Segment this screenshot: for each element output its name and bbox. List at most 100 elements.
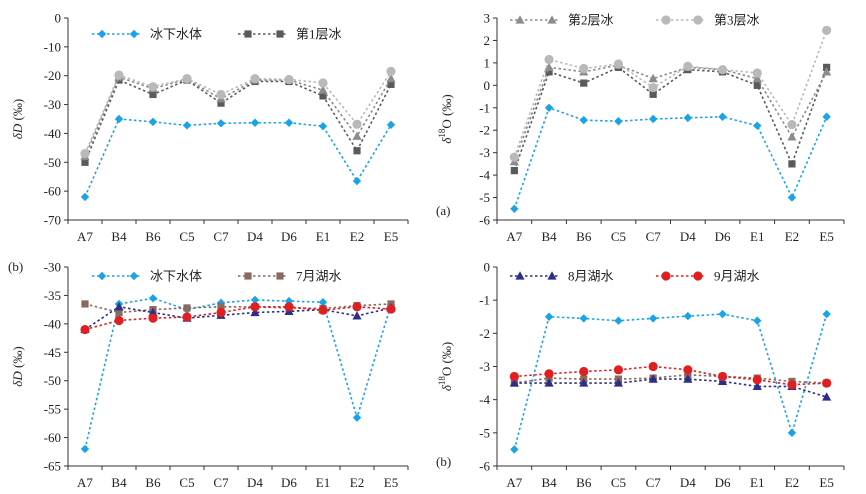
y-tick-label: 2: [484, 33, 491, 48]
data-point: [509, 371, 519, 382]
y-tick-label: -65: [44, 459, 61, 474]
y-tick-label: -35: [44, 288, 61, 303]
y-tick-label: -2: [479, 123, 490, 138]
data-point: [752, 381, 762, 390]
data-point: [148, 82, 158, 92]
x-tick-label: D4: [247, 229, 263, 244]
chart-panel-lower-left: -30 -35 -40 -45 -50 -55 -60 -65 A7 B4 B6 C5 C7 D4 D6 E1…: [8, 259, 409, 490]
x-tick-label: E2: [350, 475, 364, 490]
data-point: [250, 74, 260, 84]
y-tick-label: -6: [479, 459, 490, 474]
legend-label: 8月湖水: [568, 269, 614, 284]
y-tick-label: 0: [55, 11, 62, 26]
y-tick-label: -1: [479, 293, 490, 308]
x-tick-label: E2: [785, 475, 799, 490]
data-point: [787, 193, 797, 202]
chart-panel-upper-right: 3 2 1 0 -1 -2 -3 -4 -5 -6 A7 B4 B6 C5 C7 D4 D6 E1 E2 E5 δ18O…: [436, 11, 845, 244]
y-tick-label: -20: [44, 68, 61, 83]
data-point: [81, 300, 89, 308]
y-tick-label: -6: [479, 213, 490, 228]
data-point: [614, 117, 623, 126]
data-point: [648, 82, 658, 93]
y-tick-label: -55: [44, 402, 61, 417]
y-tick-label: -40: [44, 316, 61, 331]
y-tick-label: -45: [44, 345, 61, 360]
data-point: [787, 428, 797, 438]
chart-panel-lower-right: 0 -1 -2 -3 -4 -5 -6 A7 B4 B6 C5 C7 D4 D6 E1 E2 E5 δ18O (‰…: [436, 260, 845, 490]
y-tick-label: -4: [479, 392, 490, 407]
data-point: [822, 309, 831, 319]
y-axis-title-main: δD: [10, 371, 25, 387]
legend-label: 第3层冰: [714, 13, 760, 28]
y-axis-title: δ18O (‰): [437, 94, 454, 143]
y-tick-label: -10: [44, 39, 61, 54]
data-point: [509, 152, 519, 162]
data-point: [80, 192, 90, 202]
data-point: [318, 298, 328, 307]
x-tick-label: B6: [145, 475, 161, 490]
x-tick-label: C7: [213, 229, 229, 244]
y-axis-title-unit: (‰): [10, 99, 25, 124]
y-tick-label: -50: [44, 373, 61, 388]
legend-marker: [693, 15, 703, 25]
y-tick-label: -50: [44, 155, 61, 170]
data-point: [544, 312, 554, 321]
data-point: [216, 307, 226, 318]
data-point: [545, 68, 553, 76]
data-point: [614, 316, 623, 325]
series-line: [84, 78, 392, 163]
series-line: [513, 313, 828, 450]
data-point: [353, 147, 361, 155]
data-point: [648, 114, 658, 124]
series-line: [514, 373, 827, 384]
data-point: [753, 81, 761, 89]
panel-tag: (b): [8, 259, 23, 274]
data-point: [114, 302, 124, 311]
x-tick-label: C5: [179, 229, 194, 244]
y-tick-label: -5: [479, 425, 490, 440]
data-point: [648, 314, 658, 323]
data-point: [352, 176, 362, 186]
x-tick-label: E1: [750, 475, 764, 490]
data-point: [752, 375, 762, 385]
data-point: [386, 73, 396, 83]
x-tick-label: A7: [77, 475, 93, 490]
data-point: [250, 295, 260, 305]
data-point: [717, 371, 728, 382]
panel-tag: (b): [436, 454, 451, 469]
data-point: [717, 65, 728, 75]
data-point: [250, 118, 260, 127]
data-point: [318, 78, 328, 88]
data-point: [648, 361, 658, 372]
data-point: [182, 74, 192, 84]
data-point: [284, 302, 294, 312]
x-tick-label: E1: [316, 475, 330, 490]
x-tick-label: E5: [384, 475, 398, 490]
data-point: [579, 63, 589, 74]
y-tick-label: -2: [479, 326, 490, 341]
y-tick-label: 3: [484, 11, 491, 26]
legend-marker: [129, 271, 139, 281]
data-point: [752, 68, 762, 78]
panel-tag: (a): [436, 203, 450, 218]
y-axis-title-unit: O (‰): [439, 94, 454, 128]
x-tick-label: C5: [611, 475, 626, 490]
data-point: [284, 74, 294, 85]
legend-marker: [693, 271, 703, 281]
series-line: [514, 378, 827, 398]
data-point: [822, 112, 831, 121]
y-tick-label: -3: [479, 359, 490, 374]
legend-marker: [661, 271, 671, 281]
y-tick-label: -1: [479, 100, 490, 115]
x-tick-label: C5: [611, 229, 626, 244]
x-tick-label: D6: [281, 229, 297, 244]
y-axis-title: δD (‰): [10, 346, 25, 386]
data-point: [648, 73, 658, 83]
y-axis-title-unit: (‰): [10, 346, 25, 371]
legend-marker: [244, 30, 252, 38]
data-point: [386, 304, 396, 314]
series-line: [514, 365, 827, 386]
data-point: [284, 118, 294, 127]
data-point: [648, 374, 658, 383]
data-point: [318, 122, 328, 131]
